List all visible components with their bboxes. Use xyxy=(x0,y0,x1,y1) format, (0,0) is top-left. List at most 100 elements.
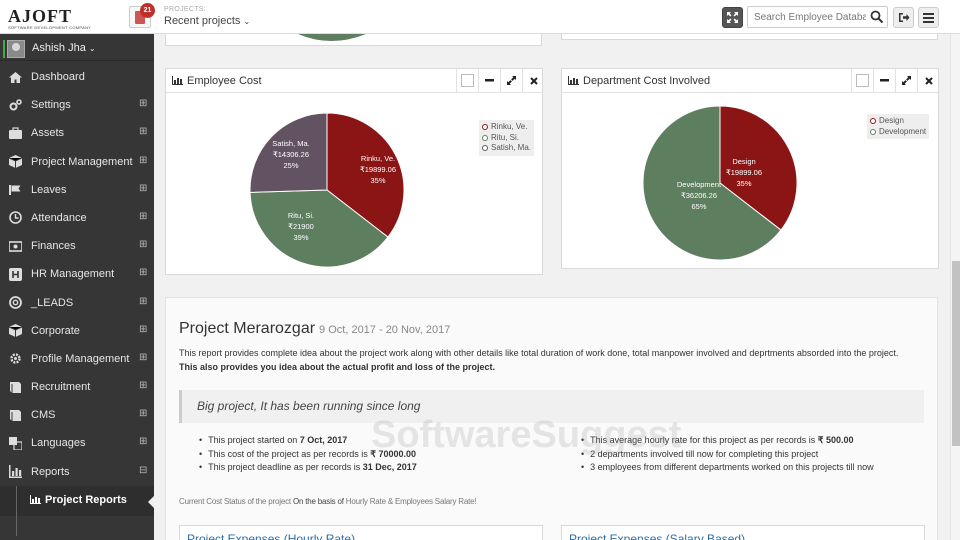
expand-toggle-icon[interactable]: ⊞ xyxy=(139,210,148,222)
chart-legend: Rinku, Ve. Ritu, Si. Satish, Ma. xyxy=(479,120,535,156)
search-input[interactable] xyxy=(754,10,866,25)
expand-toggle-icon[interactable]: ⊞ xyxy=(139,380,148,392)
left-bullets: This project started on 7 Oct, 2017This … xyxy=(199,434,417,475)
sidebar-item-finances[interactable]: Finances ⊞ xyxy=(0,232,154,260)
expand-toggle-icon[interactable]: ⊞ xyxy=(139,267,148,279)
expand-toggle-icon[interactable]: ⊞ xyxy=(139,436,148,448)
slice-label-percent-label: 39% xyxy=(293,233,308,242)
sidebar-item-cms[interactable]: CMS ⊞ xyxy=(0,401,154,429)
expand-toggle-icon[interactable]: ⊞ xyxy=(139,351,148,363)
projects-select[interactable]: Recent projects ⌄ xyxy=(164,15,250,27)
sidebar-item-leads[interactable]: _LEADS ⊞ xyxy=(0,289,154,317)
legend-marker-icon xyxy=(870,128,876,135)
project-dates: 9 Oct, 2017 - 20 Nov, 2017 xyxy=(319,324,451,336)
legend-item[interactable]: Design xyxy=(870,116,926,127)
expand-toggle-icon[interactable]: ⊞ xyxy=(139,239,148,251)
employee-cost-panel: Employee Cost Rinku, Ve. ₹19899.06 35% Ritu… xyxy=(165,68,543,275)
slice-label-name: Development xyxy=(677,180,722,189)
logout-button[interactable] xyxy=(893,7,914,28)
expand-toggle-icon[interactable]: ⊞ xyxy=(139,295,148,307)
sidebar-item-languages[interactable]: Languages ⊞ xyxy=(0,429,154,457)
user-menu[interactable]: Ashish Jha ⌄ xyxy=(0,34,154,61)
expenses-salary-link[interactable]: Project Expenses (Salary Based) xyxy=(569,532,746,540)
sidebar-item-recruitment[interactable]: Recruitment ⊞ xyxy=(0,373,154,401)
projects-select-value: Recent projects xyxy=(164,15,241,27)
h-square-icon xyxy=(9,267,22,281)
lifebuoy-icon xyxy=(9,296,22,309)
search-icon[interactable] xyxy=(870,10,884,24)
sidebar-item-assets[interactable]: Assets ⊞ xyxy=(0,119,154,147)
sidebar-item-reports[interactable]: Reports ⊟ xyxy=(0,458,154,486)
panel-checkbox[interactable] xyxy=(456,69,478,92)
expand-toggle-icon[interactable]: ⊞ xyxy=(139,154,148,166)
sidebar-item-attendance[interactable]: Attendance ⊞ xyxy=(0,204,154,232)
sidebar-item-label: HR Management xyxy=(31,268,115,281)
logo-text: AJOFT xyxy=(8,6,73,26)
checkbox-icon xyxy=(461,74,474,87)
sidebar-item-project-reports[interactable]: Project Reports xyxy=(0,485,154,536)
expand-toggle-icon[interactable]: ⊞ xyxy=(139,126,148,138)
pie-slice-satish-ma[interactable] xyxy=(249,112,328,193)
slice-label-percent-label: 65% xyxy=(691,202,706,211)
expand-toggle-icon[interactable]: ⊟ xyxy=(139,464,148,476)
sidebar-item-settings[interactable]: Settings ⊞ xyxy=(0,91,154,119)
briefcase-icon xyxy=(9,127,22,139)
legend-marker-icon xyxy=(870,118,876,124)
close-button[interactable] xyxy=(917,69,939,92)
book-icon xyxy=(9,381,22,393)
chevron-down-icon: ⌄ xyxy=(243,17,251,26)
report-description: This report provides complete idea about… xyxy=(179,346,919,374)
bullet-item: This average hourly rate for this projec… xyxy=(581,434,874,448)
expand-toggle-icon[interactable]: ⊞ xyxy=(139,182,148,194)
menu-button[interactable] xyxy=(918,7,939,28)
notification-badge: 21 xyxy=(140,3,155,18)
legend-item[interactable]: Ritu, Si. xyxy=(482,133,531,144)
legend-item[interactable]: Satish, Ma. xyxy=(482,143,531,154)
user-name: Ashish Jha ⌄ xyxy=(32,42,96,54)
slice-label-value-label: ₹19899.06 xyxy=(360,165,396,174)
sidebar-item-corporate[interactable]: Corporate ⊞ xyxy=(0,317,154,345)
project-report: Project Merarozgar 9 Oct, 2017 - 20 Nov, … xyxy=(165,297,938,540)
legend-item[interactable]: Development xyxy=(870,127,926,138)
panel-checkbox[interactable] xyxy=(851,69,873,92)
close-button[interactable] xyxy=(522,69,544,92)
cost-status-note: Current Cost Status of the project On th… xyxy=(179,497,477,506)
logo[interactable]: AJOFT SOFTWARE DEVELOPMENT COMPANY xyxy=(8,6,91,30)
legend-marker-icon xyxy=(482,134,488,141)
pie-slice-development[interactable] xyxy=(642,105,782,261)
sidebar-item-hr-management[interactable]: HR Management ⊞ xyxy=(0,260,154,288)
minimize-button[interactable] xyxy=(873,69,895,92)
sidebar-item-leaves[interactable]: Leaves ⊞ xyxy=(0,176,154,204)
sidebar-item-dashboard[interactable]: Dashboard xyxy=(0,63,154,91)
gears-icon xyxy=(9,98,22,111)
maximize-button[interactable] xyxy=(895,69,917,92)
projects-icon-button[interactable]: 21 xyxy=(129,3,155,28)
expand-toggle-icon[interactable]: ⊞ xyxy=(139,323,148,335)
maximize-button[interactable] xyxy=(500,69,522,92)
hamburger-icon xyxy=(923,12,934,23)
bullet-item: This cost of the project as per records … xyxy=(199,448,417,462)
tree-line xyxy=(16,485,17,536)
expand-toggle-icon[interactable]: ⊞ xyxy=(139,408,148,420)
expand-toggle-icon[interactable]: ⊞ xyxy=(139,98,148,110)
pie-slice-ritu-si[interactable] xyxy=(249,189,389,268)
sidebar-item-project-management[interactable]: Project Management ⊞ xyxy=(0,148,154,176)
department-cost-panel: Department Cost Involved Design ₹19899.06… xyxy=(561,68,939,269)
minimize-button[interactable] xyxy=(478,69,500,92)
expand-icon xyxy=(727,12,738,23)
scrollbar[interactable] xyxy=(950,34,960,540)
cube-icon xyxy=(9,155,22,169)
pie-slice-design[interactable] xyxy=(719,105,798,231)
sidebar-item-profile-management[interactable]: Profile Management ⊞ xyxy=(0,345,154,373)
fullscreen-button[interactable] xyxy=(722,7,743,28)
scrollbar-thumb[interactable] xyxy=(952,261,960,446)
book-icon xyxy=(9,409,22,421)
active-caret xyxy=(148,495,154,508)
panel-title: Department Cost Involved xyxy=(583,75,711,87)
legend-item[interactable]: Rinku, Ve. xyxy=(482,122,531,133)
expenses-hourly-link[interactable]: Project Expenses (Hourly Rate) xyxy=(187,532,356,540)
sidebar-item-label: Assets xyxy=(31,127,65,140)
bar-chart-icon xyxy=(30,494,41,507)
cube-icon xyxy=(9,324,22,338)
pie-slice-rinku-ve[interactable] xyxy=(326,112,405,238)
